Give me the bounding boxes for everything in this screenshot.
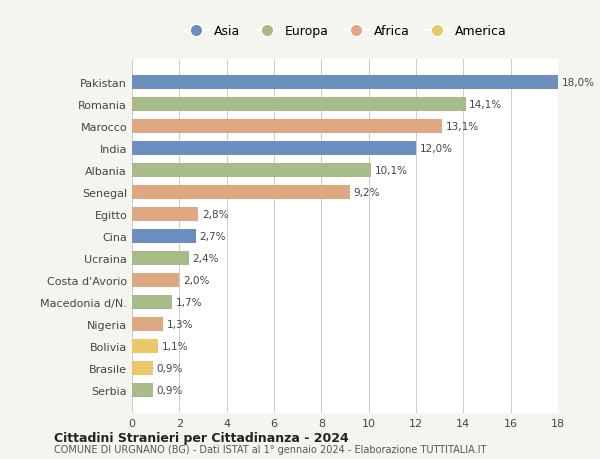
Legend: Asia, Europa, Africa, America: Asia, Europa, Africa, America xyxy=(179,20,511,43)
Text: 0,9%: 0,9% xyxy=(157,363,183,373)
Text: Cittadini Stranieri per Cittadinanza - 2024: Cittadini Stranieri per Cittadinanza - 2… xyxy=(54,431,349,444)
Bar xyxy=(132,185,350,200)
Text: 2,0%: 2,0% xyxy=(183,275,209,285)
Text: 18,0%: 18,0% xyxy=(562,78,595,88)
Text: 2,4%: 2,4% xyxy=(193,253,219,263)
Bar xyxy=(132,98,466,112)
Text: 2,8%: 2,8% xyxy=(202,209,229,219)
Bar xyxy=(132,207,198,222)
Bar xyxy=(132,317,163,331)
Text: 14,1%: 14,1% xyxy=(469,100,502,110)
Bar xyxy=(132,383,154,397)
Bar xyxy=(132,120,442,134)
Text: COMUNE DI URGNANO (BG) - Dati ISTAT al 1° gennaio 2024 - Elaborazione TUTTITALIA: COMUNE DI URGNANO (BG) - Dati ISTAT al 1… xyxy=(54,444,487,454)
Bar xyxy=(132,295,172,309)
Bar xyxy=(132,229,196,244)
Bar xyxy=(132,273,179,287)
Bar xyxy=(132,361,154,375)
Text: 10,1%: 10,1% xyxy=(374,166,407,176)
Text: 1,3%: 1,3% xyxy=(166,319,193,329)
Bar xyxy=(132,141,416,156)
Text: 0,9%: 0,9% xyxy=(157,385,183,395)
Text: 1,1%: 1,1% xyxy=(161,341,188,351)
Text: 2,7%: 2,7% xyxy=(199,231,226,241)
Text: 13,1%: 13,1% xyxy=(446,122,479,132)
Bar xyxy=(132,76,558,90)
Bar xyxy=(132,339,158,353)
Bar xyxy=(132,251,189,265)
Text: 12,0%: 12,0% xyxy=(419,144,452,154)
Text: 9,2%: 9,2% xyxy=(353,188,380,197)
Text: 1,7%: 1,7% xyxy=(176,297,202,307)
Bar xyxy=(132,163,371,178)
